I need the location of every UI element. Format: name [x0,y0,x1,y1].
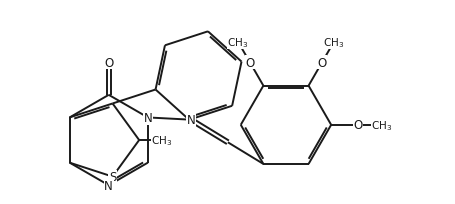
Text: O: O [104,57,113,69]
Text: O: O [245,56,254,69]
Text: N: N [104,179,113,192]
Text: CH$_3$: CH$_3$ [228,36,249,50]
Text: N: N [187,114,195,126]
Text: O: O [318,56,327,69]
Text: CH$_3$: CH$_3$ [323,36,344,50]
Text: N: N [143,111,152,124]
Text: S: S [109,170,116,183]
Text: CH$_3$: CH$_3$ [151,133,172,147]
Text: CH$_3$: CH$_3$ [371,118,392,132]
Text: O: O [354,119,363,132]
